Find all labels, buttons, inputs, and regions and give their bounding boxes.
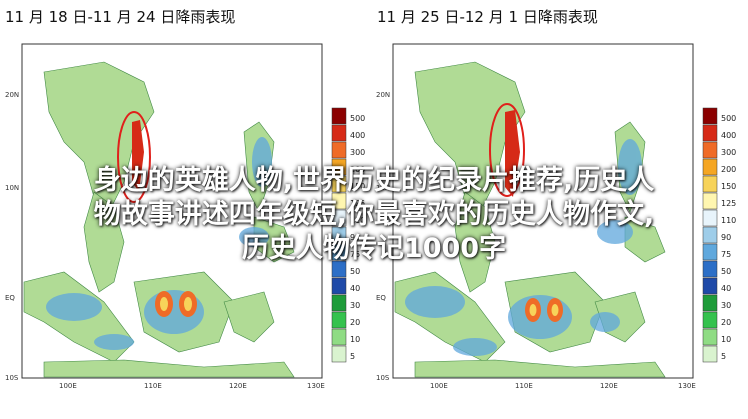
legend-label: 90 (721, 233, 731, 242)
lat-label: 10S (376, 374, 390, 382)
legend-swatch (702, 141, 718, 159)
legend-swatch (702, 209, 718, 227)
right-highlight-circle (489, 103, 525, 197)
legend-label: 125 (721, 199, 736, 208)
lon-label: 130E (678, 382, 696, 390)
legend-label: 110 (350, 216, 365, 225)
legend-label: 125 (350, 199, 365, 208)
legend-label: 10 (350, 335, 360, 344)
legend-swatch (331, 158, 347, 176)
legend-label: 40 (350, 284, 360, 293)
legend-label: 30 (721, 301, 731, 310)
legend-label: 150 (350, 182, 365, 191)
legend-label: 90 (350, 233, 360, 242)
legend-label: 10 (721, 335, 731, 344)
legend-swatch (331, 175, 347, 193)
legend-swatch (702, 107, 718, 125)
legend-swatch (702, 175, 718, 193)
lon-label: 100E (59, 382, 77, 390)
lon-label: 120E (229, 382, 247, 390)
legend-swatch (331, 345, 347, 363)
legend-label: 500 (350, 114, 365, 123)
legend-swatch (331, 328, 347, 346)
legend-swatch (331, 277, 347, 295)
legend-swatch (702, 294, 718, 312)
legend-label: 110 (721, 216, 736, 225)
lon-label: 120E (600, 382, 618, 390)
left-rainfall-map: 20N 10N EQ 10S 100E 110E 120E 130E 500 40… (4, 42, 374, 412)
legend-swatch (331, 226, 347, 244)
legend-label: 50 (721, 267, 731, 276)
right-coastal-rain (505, 110, 520, 197)
lat-label: EQ (5, 294, 15, 302)
legend-label: 150 (721, 182, 736, 191)
legend-label: 50 (350, 267, 360, 276)
legend-label: 75 (350, 250, 360, 259)
right-map-title: 11 月 25 日-12 月 1 日降雨表现 (377, 8, 598, 26)
legend-label: 5 (350, 352, 355, 361)
lon-label: 110E (144, 382, 162, 390)
legend-swatch (702, 328, 718, 346)
lon-label: 100E (430, 382, 448, 390)
legend-swatch (702, 260, 718, 278)
legend-swatch (331, 243, 347, 261)
legend-swatch (331, 107, 347, 125)
lon-label: 110E (515, 382, 533, 390)
left-legend: 500 400 300 200 150 125 110 90 75 50 40 30 20 10 5 (331, 107, 365, 363)
legend-swatch (331, 260, 347, 278)
legend-swatch (702, 277, 718, 295)
lat-label: 20N (5, 91, 19, 99)
legend-swatch (331, 311, 347, 329)
legend-label: 5 (721, 352, 726, 361)
legend-swatch (331, 192, 347, 210)
lat-label: 20N (376, 91, 390, 99)
legend-label: 400 (721, 131, 736, 140)
legend-label: 300 (350, 148, 365, 157)
legend-label: 75 (721, 250, 731, 259)
legend-swatch (702, 311, 718, 329)
legend-swatch (702, 158, 718, 176)
lat-label: 10N (376, 184, 390, 192)
legend-label: 40 (721, 284, 731, 293)
right-legend: 500 400 300 200 150 125 110 90 75 50 40 30 20 10 5 (702, 107, 736, 363)
legend-swatch (702, 192, 718, 210)
legend-label: 500 (721, 114, 736, 123)
legend-label: 200 (721, 165, 736, 174)
legend-swatch (702, 124, 718, 142)
legend-swatch (702, 345, 718, 363)
left-coastal-rain (132, 120, 144, 192)
legend-label: 20 (721, 318, 731, 327)
legend-label: 30 (350, 301, 360, 310)
legend-label: 400 (350, 131, 365, 140)
legend-label: 20 (350, 318, 360, 327)
legend-swatch (331, 294, 347, 312)
lat-label: EQ (376, 294, 386, 302)
legend-swatch (702, 243, 718, 261)
legend-swatch (331, 141, 347, 159)
legend-swatch (331, 124, 347, 142)
right-rainfall-map: 20N 10N EQ 10S 100E 110E 120E 130E 500 40… (375, 42, 745, 412)
legend-swatch (331, 209, 347, 227)
left-map-title: 11 月 18 日-11 月 24 日降雨表现 (5, 8, 236, 26)
lat-label: 10N (5, 184, 19, 192)
legend-label: 200 (350, 165, 365, 174)
lat-label: 10S (5, 374, 19, 382)
lon-label: 130E (307, 382, 325, 390)
legend-label: 300 (721, 148, 736, 157)
legend-swatch (702, 226, 718, 244)
left-highlight-circle (117, 111, 151, 203)
